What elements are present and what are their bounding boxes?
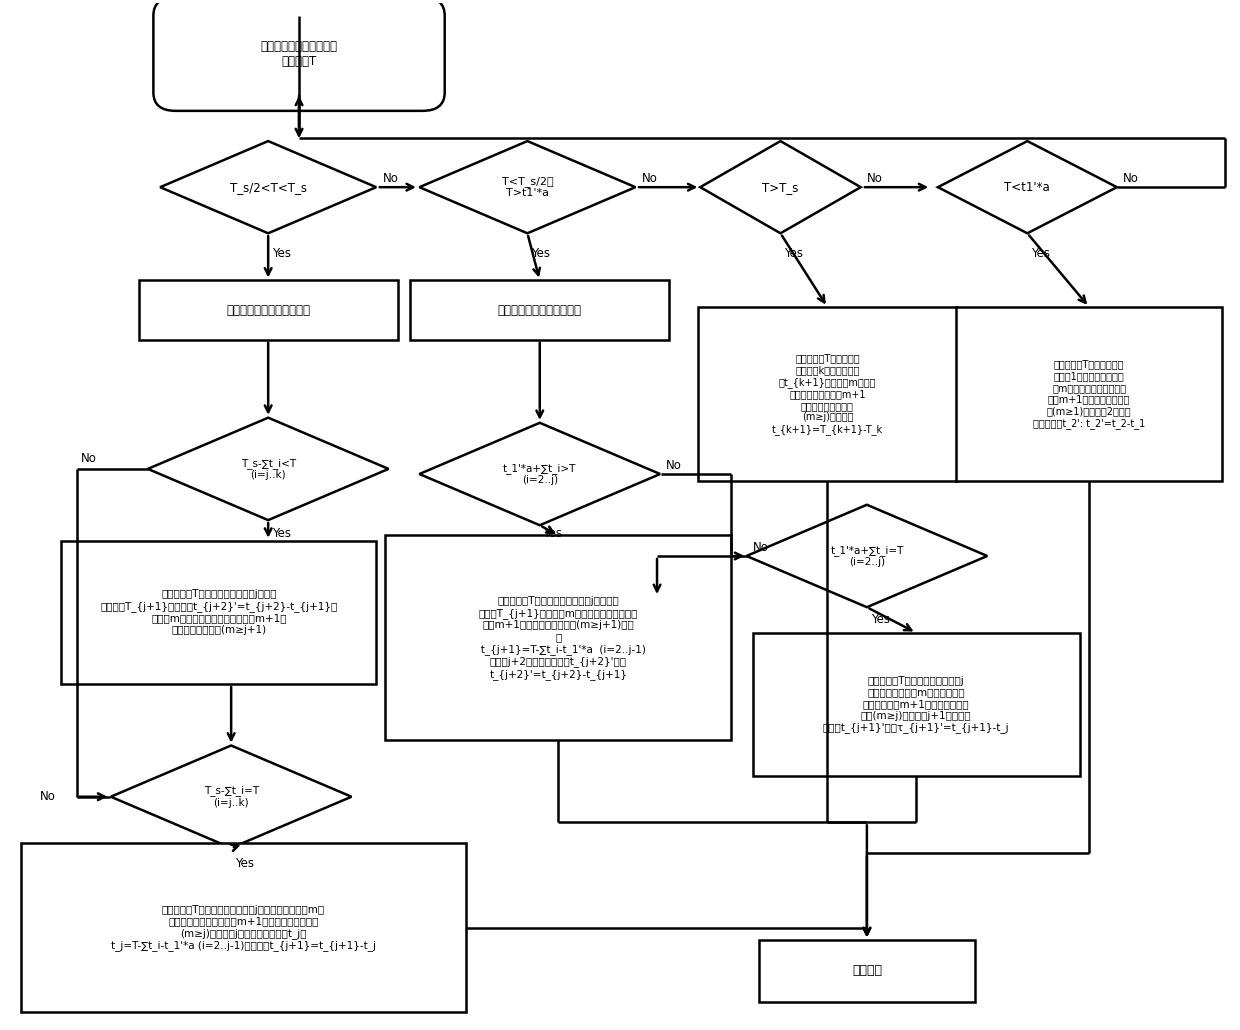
Bar	[386, 536, 732, 741]
Bar	[759, 940, 975, 1001]
Text: Yes: Yes	[234, 857, 254, 869]
Text: Yes: Yes	[870, 613, 889, 626]
Text: No: No	[867, 172, 883, 185]
Text: T>T_s: T>T_s	[763, 180, 799, 194]
Text: No: No	[642, 172, 658, 185]
Text: No: No	[383, 172, 399, 185]
Text: No: No	[1122, 172, 1138, 185]
Bar	[753, 632, 1080, 777]
Text: Yes: Yes	[531, 247, 551, 261]
Text: Yes: Yes	[784, 247, 804, 261]
Text: No: No	[40, 790, 56, 803]
Bar	[698, 307, 957, 481]
Bar	[21, 844, 466, 1012]
Text: No: No	[754, 542, 769, 554]
Text: 定时时长为T的新定时任务插在第j个结点之
后成为T_{j+1}且原来第m个结点下的定时任务成
为第m+1个结点下的定时任务(m≥j+1)，其
中
   t_{j: 定时时长为T的新定时任务插在第j个结点之 后成为T_{j+1}且原来第m个结点下…	[471, 596, 646, 680]
Bar	[62, 541, 376, 684]
Polygon shape	[937, 141, 1117, 233]
Polygon shape	[419, 141, 635, 233]
Text: Yes: Yes	[1032, 247, 1050, 261]
Text: T_s-∑t_i=T
(i=j..k): T_s-∑t_i=T (i=j..k)	[203, 786, 259, 808]
Text: 定时时长为T的新定时任
务插在第k个结点后面成
为t_{k+1}且原来第m个结点
下的定时任务成为第m+1
个结点下的定时任务
(m≥j)，此时的
t_{k+1: 定时时长为T的新定时任 务插在第k个结点后面成 为t_{k+1}且原来第m个结点…	[771, 353, 883, 435]
Polygon shape	[419, 422, 660, 525]
Text: 从链表尾部向头部开始扫描: 从链表尾部向头部开始扫描	[226, 304, 310, 316]
Text: 从链表头部向尾部开始扫描: 从链表头部向尾部开始扫描	[497, 304, 582, 316]
Text: Yes: Yes	[272, 247, 291, 261]
Polygon shape	[746, 505, 987, 608]
Polygon shape	[160, 141, 376, 233]
FancyBboxPatch shape	[154, 0, 445, 111]
Text: T<T_s/2且
T>t1'*a: T<T_s/2且 T>t1'*a	[502, 176, 553, 199]
Text: 定时时长为T的新定时任务插在第j
个结点下且原来第m个结点下的定
时任务成为第m+1个结点下的定时
任务(m≥j)，此时第j+1个结点下
的计数t_{j+1}': 定时时长为T的新定时任务插在第j 个结点下且原来第m个结点下的定 时任务成为第m…	[823, 676, 1009, 733]
Polygon shape	[110, 746, 351, 848]
Text: T_s/2<T<T_s: T_s/2<T<T_s	[229, 180, 306, 194]
Text: Yes: Yes	[272, 527, 291, 540]
Text: No: No	[81, 452, 97, 466]
Text: t_1'*a+∑t_i=T
(i=2..j): t_1'*a+∑t_i=T (i=2..j)	[831, 545, 904, 568]
Polygon shape	[701, 141, 861, 233]
Text: 添加结束: 添加结束	[852, 964, 882, 977]
Bar	[139, 280, 398, 340]
Text: 定时时长为T的新定时任务插在第j个结点
之后成为T_{j+1}，此时的t_{j+2}'=t_{j+2}-t_{j+1}且
原来第m个结点下的定时任务成为第m+1: 定时时长为T的新定时任务插在第j个结点 之后成为T_{j+1}，此时的t_{j+…	[100, 589, 337, 636]
Text: T<t1'*a: T<t1'*a	[1004, 180, 1050, 194]
Text: t_1'*a+∑t_i>T
(i=2..j): t_1'*a+∑t_i>T (i=2..j)	[503, 462, 577, 485]
Text: 定时时长为T的新定时任务插在第j个结点下，原来第m个
结点下的定时任务成为第m+1个结点下的定时任务
(m≥j)，此时第j个结点下的计数为t_j：
t_j=T-: 定时时长为T的新定时任务插在第j个结点下，原来第m个 结点下的定时任务成为第m+…	[112, 904, 376, 951]
Text: No: No	[666, 459, 682, 473]
Bar	[956, 307, 1221, 481]
Text: Yes: Yes	[543, 527, 563, 540]
Bar	[410, 280, 670, 340]
Text: 定时时长为T的新定时任务
放在第1个结点下，且原来
第m个结点下的定时任务成
为第m+1个结点下的定时任
务(m≥1)，此时第2结点下
的计数变为t_2': t: 定时时长为T的新定时任务 放在第1个结点下，且原来 第m个结点下的定时任务成 为…	[1033, 359, 1146, 428]
Text: T_s-∑t_i<T
(i=j..k): T_s-∑t_i<T (i=j..k)	[241, 457, 296, 480]
Text: 有新的定时任务添加，定
时时间为T: 有新的定时任务添加，定 时时间为T	[260, 40, 337, 68]
Polygon shape	[148, 418, 388, 520]
